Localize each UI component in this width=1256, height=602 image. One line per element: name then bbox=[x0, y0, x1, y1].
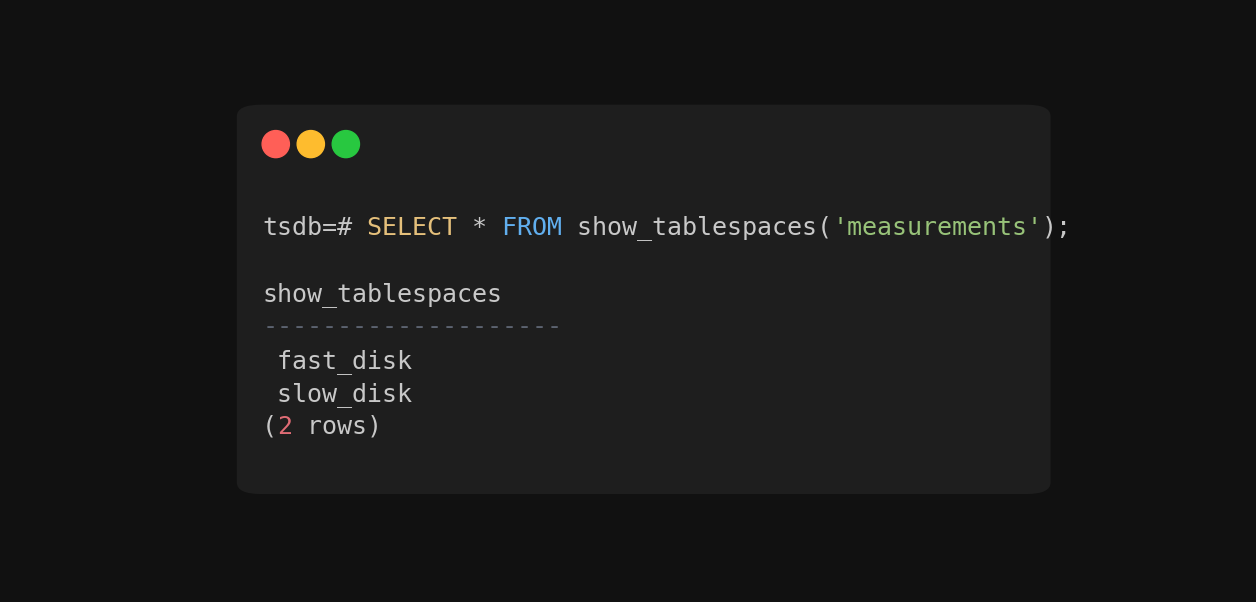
Ellipse shape bbox=[332, 131, 359, 158]
Text: *: * bbox=[457, 216, 487, 240]
Ellipse shape bbox=[263, 131, 289, 158]
Text: rows): rows) bbox=[293, 415, 382, 439]
Text: fast_disk: fast_disk bbox=[263, 349, 412, 374]
Text: show_tablespaces: show_tablespaces bbox=[263, 282, 502, 307]
Text: FROM: FROM bbox=[487, 216, 563, 240]
Text: tsdb=#: tsdb=# bbox=[263, 216, 352, 240]
Text: show_tablespaces(: show_tablespaces( bbox=[563, 215, 833, 240]
Text: (: ( bbox=[263, 415, 278, 439]
Text: slow_disk: slow_disk bbox=[263, 382, 412, 407]
Text: --------------------: -------------------- bbox=[263, 315, 563, 339]
Text: 'measurements': 'measurements' bbox=[833, 216, 1042, 240]
Text: 2: 2 bbox=[278, 415, 293, 439]
Text: SELECT: SELECT bbox=[352, 216, 457, 240]
Ellipse shape bbox=[298, 131, 324, 158]
Text: );: ); bbox=[1042, 216, 1073, 240]
FancyBboxPatch shape bbox=[237, 105, 1050, 494]
